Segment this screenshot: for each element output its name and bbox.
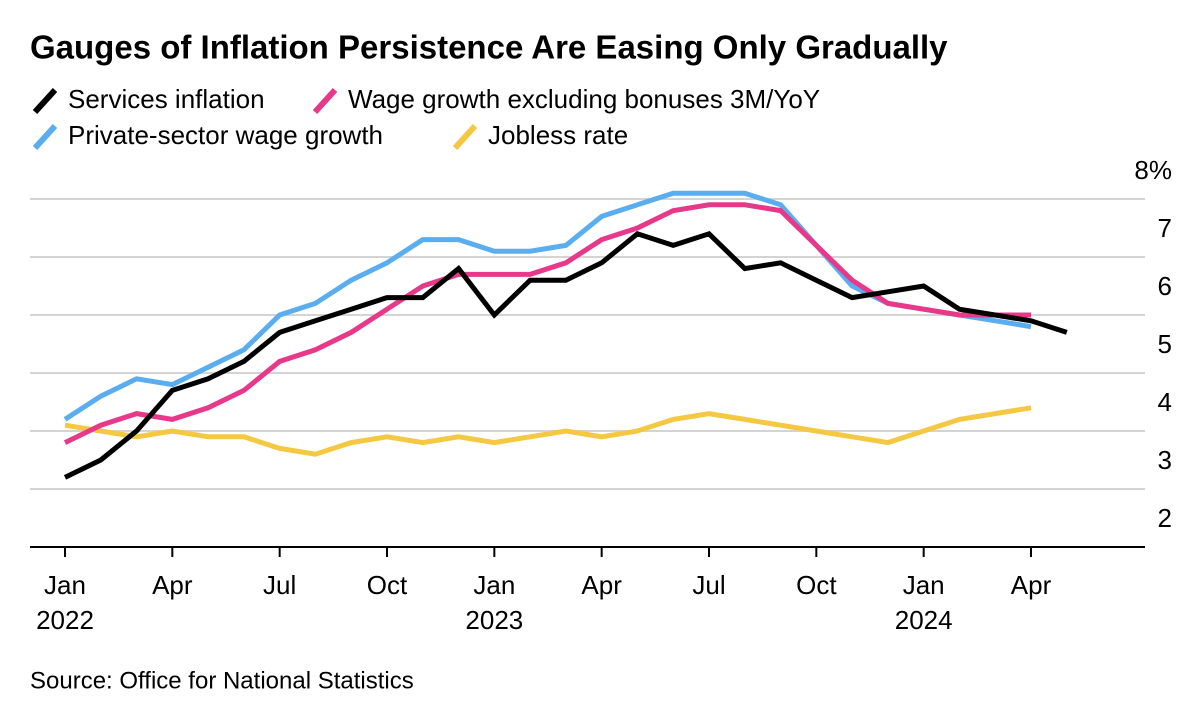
y-tick-label: 8% [1134, 155, 1172, 185]
y-tick-label: 6 [1158, 271, 1172, 301]
legend-swatch [452, 123, 478, 151]
x-tick-label: Jul [263, 570, 296, 600]
x-tick-label: Apr [152, 570, 193, 600]
y-tick-label: 3 [1158, 445, 1172, 475]
legend-label: Jobless rate [488, 120, 628, 150]
legend-swatch [32, 123, 58, 151]
series-line [63, 202, 1031, 445]
x-tick-label: Jan [44, 570, 86, 600]
y-tick-label: 2 [1158, 503, 1172, 533]
x-tick-label: Apr [1011, 570, 1052, 600]
x-tick-label: Jan [473, 570, 515, 600]
x-tick-label: Jan [903, 570, 945, 600]
legend-swatch [32, 87, 58, 115]
x-tick-label: Jul [692, 570, 725, 600]
x-year-label: 2022 [36, 605, 94, 635]
chart-title: Gauges of Inflation Persistence Are Easi… [30, 29, 948, 66]
x-year-label: 2023 [465, 605, 523, 635]
legend-label: Services inflation [68, 84, 265, 114]
y-tick-label: 4 [1158, 387, 1172, 417]
series-line [64, 405, 1032, 457]
x-tick-label: Apr [581, 570, 622, 600]
legend-swatch [312, 87, 338, 115]
legend-label: Wage growth excluding bonuses 3M/YoY [348, 84, 820, 114]
source: Source: Office for National Statistics [30, 667, 414, 694]
series-line [63, 230, 1068, 480]
x-tick-label: Oct [367, 570, 408, 600]
y-tick-label: 7 [1158, 213, 1172, 243]
legend-label: Private-sector wage growth [68, 120, 383, 150]
y-tick-label: 5 [1158, 329, 1172, 359]
x-tick-label: Oct [796, 570, 837, 600]
x-year-label: 2024 [895, 605, 953, 635]
